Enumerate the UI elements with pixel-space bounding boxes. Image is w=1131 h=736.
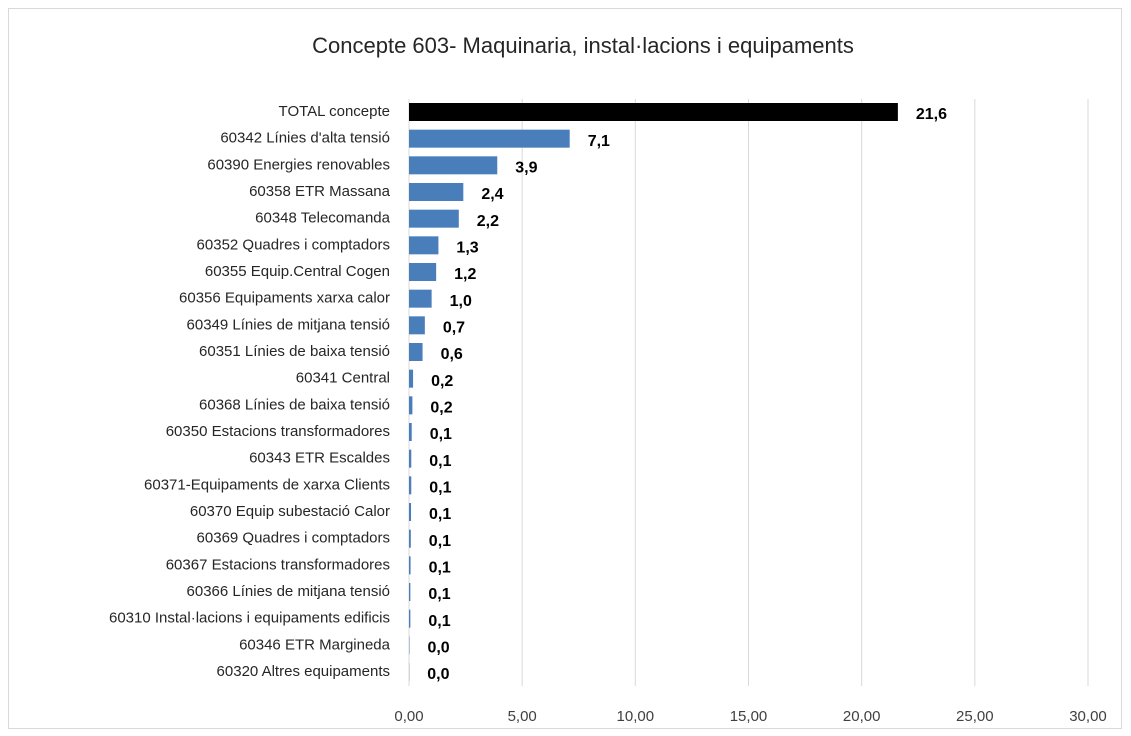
category-label: 60356 Equipaments xarxa calor	[179, 290, 390, 307]
bar	[409, 316, 425, 335]
category-label: 60371-Equipaments de xarxa Clients	[144, 476, 390, 493]
value-label: 1,0	[450, 293, 472, 310]
value-label: 0,1	[428, 613, 450, 630]
category-label: 60350 Estacions transformadores	[166, 423, 390, 440]
value-label: 21,6	[916, 106, 947, 123]
category-label: 60343 ETR Escaldes	[249, 450, 390, 467]
bar	[409, 263, 437, 281]
x-tick-label: 15,00	[730, 708, 768, 725]
value-label: 0,1	[429, 533, 451, 550]
bar	[409, 343, 423, 361]
bar	[409, 129, 570, 148]
category-label: 60320 Altres equipaments	[217, 663, 390, 680]
x-tick-label: 0,00	[394, 708, 423, 725]
value-label: 0,2	[431, 373, 453, 390]
bar	[409, 209, 459, 228]
value-label: 2,4	[481, 186, 503, 203]
value-label: 0,1	[429, 480, 451, 497]
bar	[409, 289, 432, 308]
category-label: 60348 Telecomanda	[255, 210, 390, 227]
bar	[409, 476, 412, 495]
bar	[409, 396, 413, 415]
bar	[409, 369, 414, 388]
x-tick-label: 20,00	[843, 708, 881, 725]
bar	[409, 529, 411, 548]
x-tick-label: 10,00	[617, 708, 655, 725]
bar	[409, 449, 412, 468]
bar	[409, 103, 898, 121]
category-label: 60355 Equip.Central Cogen	[205, 263, 390, 280]
category-label: 60352 Quadres i comptadors	[197, 236, 390, 253]
category-label: 60369 Quadres i comptadors	[197, 530, 390, 547]
category-label: 60366 Línies de mitjana tensió	[187, 583, 390, 600]
category-label: 60358 ETR Massana	[249, 183, 391, 200]
bar	[409, 609, 411, 628]
value-label: 0,6	[441, 346, 463, 363]
category-label: 60367 Estacions transformadores	[166, 556, 390, 573]
x-tick-label: 30,00	[1069, 708, 1107, 725]
value-label: 0,1	[429, 506, 451, 523]
x-tick-label: 25,00	[956, 708, 994, 725]
bar	[409, 556, 411, 575]
category-label: 60342 Línies d'alta tensió	[220, 130, 390, 147]
bar	[409, 503, 412, 521]
value-label: 3,9	[515, 160, 537, 177]
value-label: 0,1	[429, 560, 451, 577]
value-label: 0,7	[443, 320, 465, 337]
value-label: 1,2	[454, 266, 476, 283]
category-label: 60351 Línies de baixa tensió	[199, 343, 390, 360]
value-label: 1,3	[456, 240, 478, 257]
category-label: 60370 Equip subestació Calor	[190, 503, 390, 520]
bar	[409, 183, 464, 201]
category-label: TOTAL concepte	[279, 103, 390, 120]
value-label: 7,1	[588, 133, 610, 150]
category-label: 60341 Central	[296, 370, 390, 387]
value-label: 0,0	[427, 640, 449, 657]
bar	[409, 583, 411, 601]
value-label: 0,1	[428, 586, 450, 603]
category-label: 60390 Energies renovables	[207, 156, 390, 173]
bar	[409, 236, 439, 255]
bar	[409, 423, 412, 441]
category-label: 60310 Instal·lacions i equipaments edifi…	[109, 610, 390, 627]
value-label: 0,1	[430, 426, 452, 443]
value-label: 0,1	[429, 453, 451, 470]
category-label: 60346 ETR Margineda	[239, 636, 391, 653]
chart-title: Concepte 603- Maquinaria, instal·lacions…	[312, 33, 854, 58]
chart-frame	[8, 8, 1122, 729]
bar	[409, 156, 498, 175]
x-tick-label: 5,00	[508, 708, 537, 725]
category-label: 60368 Línies de baixa tensió	[199, 396, 390, 413]
category-label: 60349 Línies de mitjana tensió	[187, 316, 390, 333]
value-label: 2,2	[477, 213, 499, 230]
value-label: 0,2	[430, 400, 452, 417]
value-label: 0,0	[427, 666, 449, 683]
